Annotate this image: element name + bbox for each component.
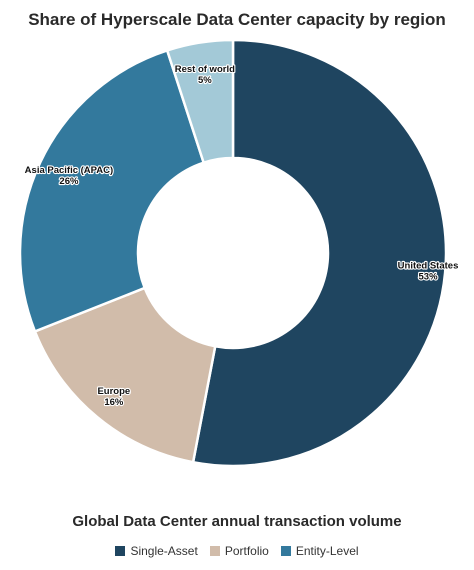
donut-slice-asia-pacific-apac xyxy=(18,48,206,334)
legend-swatch-entity-level xyxy=(280,546,291,556)
donut-slice-united-states xyxy=(191,38,448,468)
chart-title: Share of Hyperscale Data Center capacity… xyxy=(28,10,446,29)
slice-label-asia-pacific-apac: Asia Pacific (APAC) xyxy=(25,165,114,176)
legend-swatch-single-asset xyxy=(115,546,126,556)
legend: Single-Asset Portfolio Entity-Level xyxy=(0,544,474,558)
donut-slice-europe xyxy=(33,286,217,464)
slice-value-united-states: 53% xyxy=(419,271,439,282)
slice-label-europe: Europe xyxy=(97,386,130,397)
slice-label-united-states: United States xyxy=(398,260,459,271)
slice-value-europe: 16% xyxy=(104,397,124,408)
legend-item-single-asset: Single-Asset xyxy=(115,544,198,558)
footer-title: Global Data Center annual transaction vo… xyxy=(72,513,402,530)
donut-slice-rest-of-world xyxy=(165,38,235,165)
slice-value-asia-pacific-apac: 26% xyxy=(59,176,79,187)
legend-item-portfolio: Portfolio xyxy=(209,544,269,558)
legend-swatch-portfolio xyxy=(209,546,220,556)
legend-label-single-asset: Single-Asset xyxy=(130,544,198,558)
legend-item-entity-level: Entity-Level xyxy=(280,544,359,558)
slice-value-rest-of-world: 5% xyxy=(198,75,212,86)
legend-label-portfolio: Portfolio xyxy=(224,544,269,558)
legend-label-entity-level: Entity-Level xyxy=(295,544,359,558)
slice-label-rest-of-world: Rest of world xyxy=(175,64,235,75)
